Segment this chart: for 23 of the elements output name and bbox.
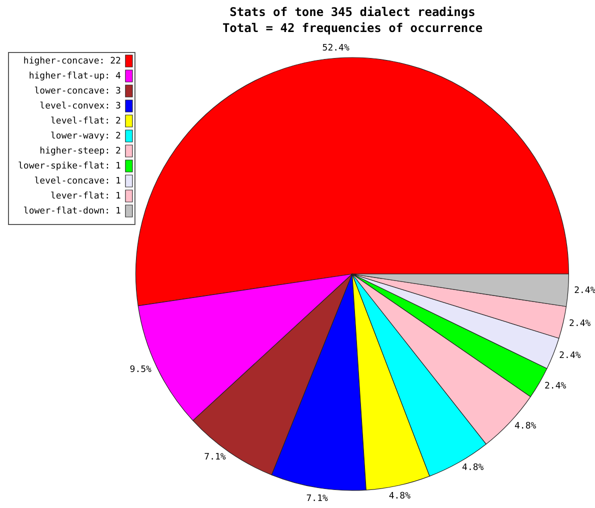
legend-label: level-convex: 3: [40, 101, 121, 112]
legend-label: lower-flat-down: 1: [23, 206, 121, 216]
legend-label: lower-spike-flat: 1: [18, 161, 121, 172]
data-label: 2.4%: [544, 381, 567, 392]
legend-label: level-flat: 2: [50, 116, 121, 126]
legend-label: higher-steep: 2: [40, 146, 121, 156]
data-label: 52.4%: [322, 43, 350, 54]
data-label: 4.8%: [462, 462, 484, 473]
legend-label: higher-flat-up: 4: [28, 71, 121, 82]
data-label: 7.1%: [204, 452, 226, 462]
legend-label: lower-concave: 3: [34, 86, 121, 96]
chart-subtitle: Total = 42 frequencies of occurrence: [221, 20, 484, 36]
data-label: 2.4%: [569, 319, 592, 330]
data-label: 4.8%: [388, 492, 412, 502]
chart-title: Stats of tone 345 dialect readings: [228, 4, 476, 20]
legend-label: lever-flat: 1: [50, 191, 121, 202]
legend-label: level-concave: 1: [34, 176, 121, 186]
data-label: 4.8%: [514, 422, 537, 432]
legend-label: lower-wavy: 2: [50, 131, 121, 142]
data-label: 7.1%: [306, 494, 329, 504]
data-label: 9.5%: [130, 365, 152, 376]
legend-label: higher-concave: 22: [23, 56, 121, 66]
data-label: 2.4%: [559, 351, 582, 362]
